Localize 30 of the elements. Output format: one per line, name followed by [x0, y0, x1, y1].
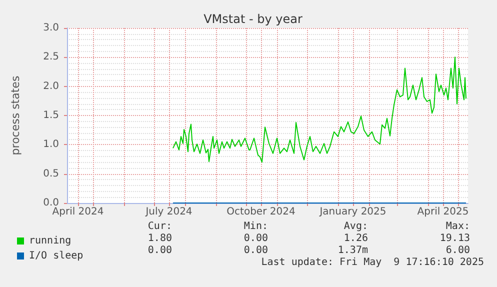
- line-series: [172, 56, 466, 163]
- x-tick-label: April 2025: [417, 206, 469, 218]
- x-tick-label: January 2025: [318, 206, 386, 218]
- text: 0.00: [244, 245, 268, 256]
- legend-label: I/O sleep: [29, 250, 84, 262]
- text: 6.00: [446, 245, 470, 256]
- x-tick-label: July 2024: [144, 206, 192, 218]
- y-tick-label: 0.5: [43, 168, 59, 180]
- chart-title: VMstat - by year: [204, 12, 302, 26]
- text: Avg:: [344, 221, 368, 232]
- legend-label: running: [29, 236, 72, 246]
- text: Cur:: [148, 221, 172, 232]
- x-tick-label: October 2024: [226, 206, 296, 218]
- x-tick-label: April 2024: [52, 206, 104, 218]
- y-axis-title: process states: [9, 76, 22, 156]
- text: 1.26: [344, 233, 368, 244]
- y-tick-label: 1.0: [43, 139, 59, 150]
- y-tick-label: 2.0: [43, 80, 59, 92]
- text: Last update: Fri May 9 17:16:10 2025: [261, 257, 484, 268]
- text: 1.80: [148, 233, 172, 244]
- text: 19.13: [440, 233, 470, 244]
- y-tick-label: 3.0: [43, 22, 59, 34]
- y-tick-label: 0.0: [43, 198, 59, 208]
- text: 0.00: [244, 233, 268, 244]
- text: 1.37m: [338, 245, 368, 256]
- y-tick-label: 2.5: [43, 52, 59, 63]
- text: Max:: [446, 221, 470, 232]
- text: Min:: [244, 221, 268, 232]
- text: 0.00: [148, 245, 172, 256]
- y-tick-label: 1.5: [43, 110, 59, 121]
